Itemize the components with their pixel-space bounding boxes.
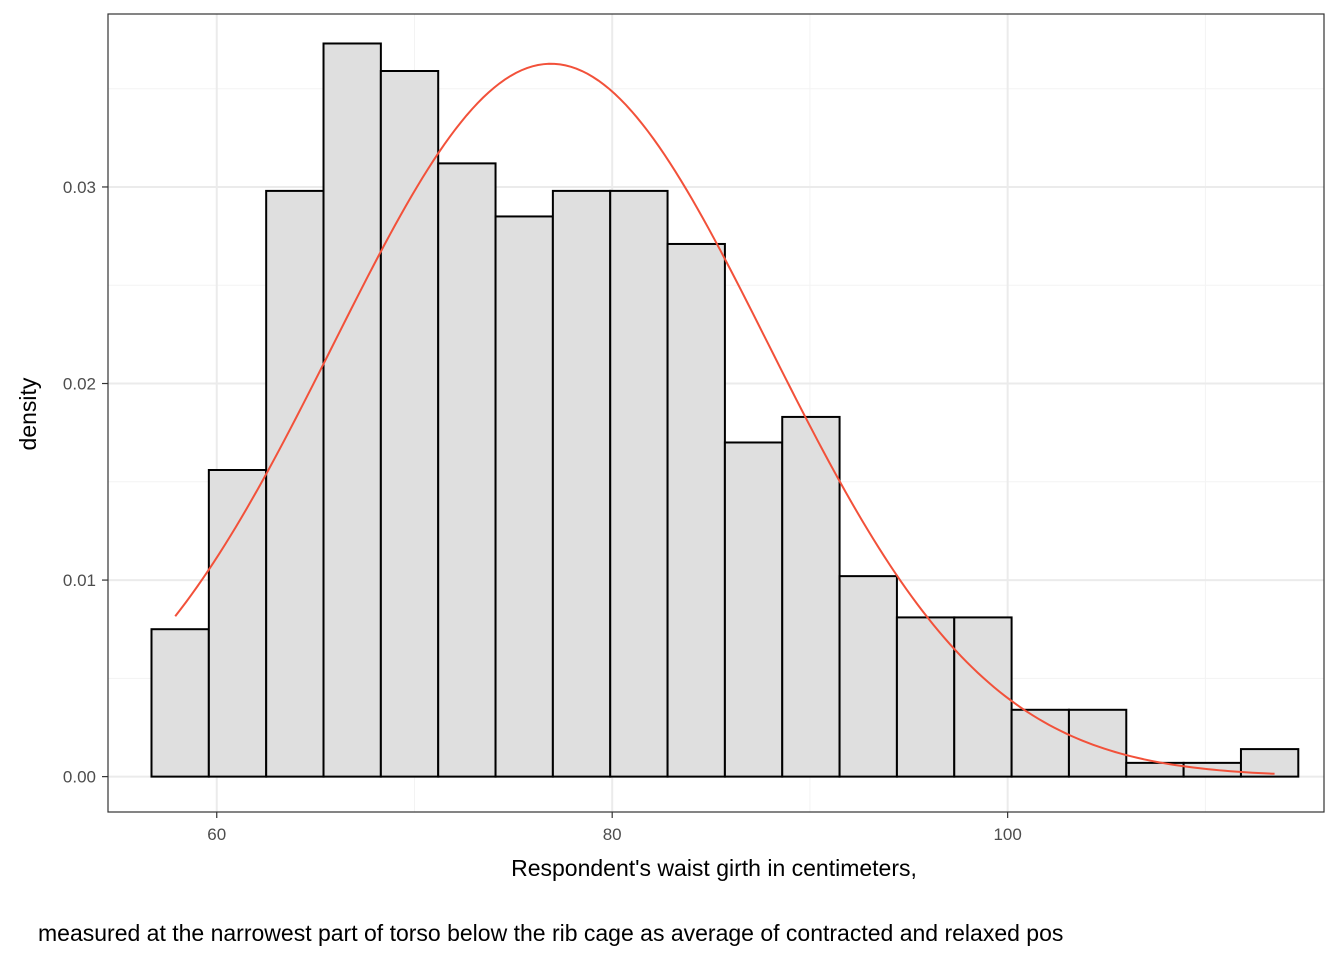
axis-titles: Respondent's waist girth in centimeters,… [15,377,1063,946]
histogram-bar [265,189,325,778]
histogram-bar [609,189,669,778]
y-axis-title: density [15,377,41,450]
x-axis-title: Respondent's waist girth in centimeters, [511,855,917,881]
histogram-bar [895,616,956,778]
histogram-bar [207,469,268,778]
histogram-bar [723,441,784,778]
x-tick-label: 60 [207,825,226,844]
histogram-bar [1067,708,1128,778]
x-axis-title-line2: measured at the narrowest part of torso … [38,920,1063,946]
histogram-bar [437,162,497,778]
axis-ticks: 60 80 100 0.00 0.01 0.02 0.03 [63,178,1022,844]
histogram-bars [150,42,1300,778]
histogram-bar [322,42,382,778]
y-tick-label: 0.02 [63,375,96,394]
histogram-bar [838,575,898,778]
histogram-bar [494,215,554,778]
histogram-bar [551,189,612,778]
panel-border [107,13,1325,813]
x-tick-label: 100 [993,825,1021,844]
y-tick-label: 0.03 [63,178,96,197]
histogram-bar [150,628,210,778]
normal-density-curve [174,62,1275,775]
histogram-bar [666,242,726,778]
normal-curve-layer [174,62,1275,775]
histogram-bar [781,415,841,778]
x-tick-label: 80 [603,825,622,844]
y-tick-label: 0.00 [63,768,96,787]
y-tick-label: 0.01 [63,571,96,590]
histogram-bar [953,616,1013,778]
histogram-bar [379,70,440,778]
